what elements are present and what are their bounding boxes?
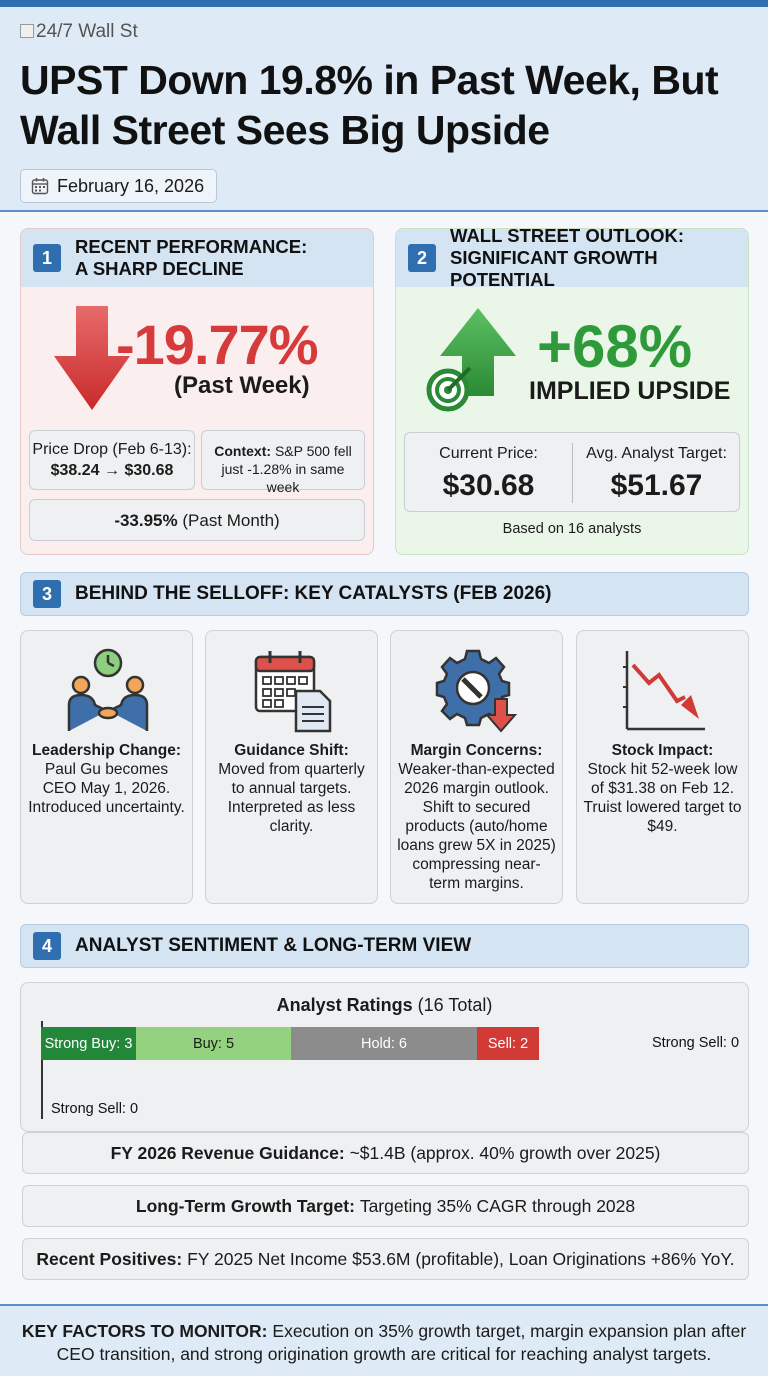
price-drop-label: Price Drop (Feb 6-13): [32,441,192,458]
panel-header: 1 RECENT PERFORMANCE: A SHARP DECLINE [21,229,373,287]
chart-title-bold: Analyst Ratings [276,995,413,1015]
implied-upside-caption: IMPLIED UPSIDE [529,377,731,405]
weekly-change-value: -19.77% [116,313,319,376]
section-number: 1 [33,244,61,272]
divider [572,443,573,503]
strong-sell-label: Strong Sell: 0 [652,1035,740,1051]
analyst-count-note: Based on 16 analysts [502,521,642,537]
positives-label: Recent Positives: [36,1248,183,1269]
catalyst-body: Moved from quarterly to annual targets. … [218,761,365,835]
context-box: Context: S&P 500 fell just -1.28% in sam… [201,430,365,495]
declining-chart-icon [623,651,705,731]
catalyst-text: Stock Impact: Stock hit 52-week low of $3… [583,741,742,836]
catalyst-text: Leadership Change: Paul Gu becomes CEO Ma… [27,741,186,817]
bar-segment-buy: Buy: 5 [136,1027,291,1060]
chart-axis [41,1021,43,1119]
growth-label: Long-Term Growth Target: [135,1195,355,1216]
date-text: February 16, 2026 [57,175,205,196]
recent-positives-bar: Recent Positives: FY 2025 Net Income $53… [22,1238,749,1280]
calendar-document-icon [254,651,332,733]
price-drop-value: $38.24 → $30.68 [50,462,174,479]
positives-text: FY 2025 Net Income $53.6M (profitable), … [187,1248,735,1269]
panel-header: 2 WALL STREET OUTLOOK: SIGNIFICANT GROWT… [396,229,748,290]
bar-segment-hold: Hold: 6 [291,1027,477,1060]
month-change-label: (Past Month) [182,511,280,530]
footer-label: KEY FACTORS TO MONITOR: [21,1321,268,1341]
catalyst-heading: Leadership Change: [32,742,181,759]
price-drop-box: Price Drop (Feb 6-13): $38.24 → $30.68 [29,430,195,490]
month-change-value: -33.95% [114,511,178,530]
context-label: Context: [214,443,272,459]
analyst-target-value: $51.67 [610,469,703,502]
page-title: UPST Down 19.8% in Past Week, But Wall S… [20,57,719,153]
catalyst-body: Paul Gu becomes CEO May 1, 2026. Introdu… [28,761,185,816]
handshake-clock-icon [67,648,149,731]
top-accent-bar [0,0,768,7]
logo-alt-text: 24/7 Wall St [36,21,138,42]
section-number: 4 [33,932,61,960]
gear-wrench-down-icon [435,649,518,733]
target-up-arrow-icon [426,308,516,412]
revenue-guidance-bar: FY 2026 Revenue Guidance: ~$1.4B (approx… [22,1132,749,1174]
catalyst-body: Stock hit 52-week low of $31.38 on Feb 1… [583,761,742,835]
revenue-label: FY 2026 Revenue Guidance: [110,1142,345,1163]
section-number: 2 [408,244,436,272]
calendar-icon [31,178,49,195]
footer: KEY FACTORS TO MONITOR: Execution on 35%… [0,1304,768,1376]
catalyst-text: Margin Concerns: Weaker-than-expected 202… [397,741,556,893]
bar-segment-strong-buy: Strong Buy: 3 [41,1027,136,1060]
panel-title: WALL STREET OUTLOOK: SIGNIFICANT GROWTH … [450,228,684,290]
catalyst-heading: Stock Impact: [611,742,714,759]
analyst-target-block: Avg. Analyst Target: $51.67 [573,443,740,502]
price-comparison-box: Current Price: $30.68 Avg. Analyst Targe… [404,432,740,512]
catalyst-heading: Margin Concerns: [410,742,543,759]
growth-target-bar: Long-Term Growth Target: Targeting 35% C… [22,1185,749,1227]
analyst-ratings-chart: Analyst Ratings (16 Total) Strong Buy: 3… [20,982,749,1132]
down-arrow-icon [54,306,130,410]
catalyst-card-margin: Margin Concerns: Weaker-than-expected 202… [390,630,563,904]
chart-title: Analyst Ratings (16 Total) [21,995,748,1016]
current-price-value: $30.68 [442,469,535,502]
footer-text: Execution on 35% growth target, margin e… [56,1321,747,1364]
month-change-box: -33.95% (Past Month) [29,499,365,541]
site-logo[interactable]: 24/7 Wall St [20,21,138,43]
context-text: S&P 500 fell just -1.28% in same week [221,443,352,495]
section-title: ANALYST SENTIMENT & LONG-TERM VIEW [75,935,472,956]
stacked-bar: Strong Buy: 3 Buy: 5 Hold: 6 Sell: 2 [41,1027,539,1060]
catalyst-heading: Guidance Shift: [234,742,349,759]
section-title: BEHIND THE SELLOFF: KEY CATALYSTS (FEB 2… [75,583,552,604]
section-number: 3 [33,580,61,608]
catalyst-card-guidance: Guidance Shift: Moved from quarterly to a… [205,630,378,904]
catalyst-text: Guidance Shift: Moved from quarterly to a… [212,741,371,836]
date-badge: February 16, 2026 [20,169,218,203]
implied-upside-value: +68% [537,313,693,380]
revenue-text: ~$1.4B (approx. 40% growth over 2025) [349,1142,661,1163]
growth-text: Targeting 35% CAGR through 2028 [359,1195,636,1216]
section-4-header: 4 ANALYST SENTIMENT & LONG-TERM VIEW [20,924,749,968]
current-price-block: Current Price: $30.68 [405,443,572,502]
section-3-header: 3 BEHIND THE SELLOFF: KEY CATALYSTS (FEB… [20,572,749,616]
catalyst-card-leadership: Leadership Change: Paul Gu becomes CEO Ma… [20,630,193,904]
weekly-change-caption: (Past Week) [174,372,310,399]
bar-segment-sell: Sell: 2 [477,1027,539,1060]
catalyst-card-stock: Stock Impact: Stock hit 52-week low of $3… [576,630,749,904]
header: 24/7 Wall St UPST Down 19.8% in Past Wee… [0,7,768,212]
analyst-target-label: Avg. Analyst Target: [586,445,727,462]
broken-image-icon [20,24,34,38]
catalyst-body: Weaker-than-expected 2026 margin outlook… [397,761,556,892]
strong-sell-axis-label: Strong Sell: 0 [51,1101,139,1117]
panel-title: RECENT PERFORMANCE: A SHARP DECLINE [75,236,308,279]
chart-title-rest: (16 Total) [417,995,493,1015]
current-price-label: Current Price: [439,445,538,462]
